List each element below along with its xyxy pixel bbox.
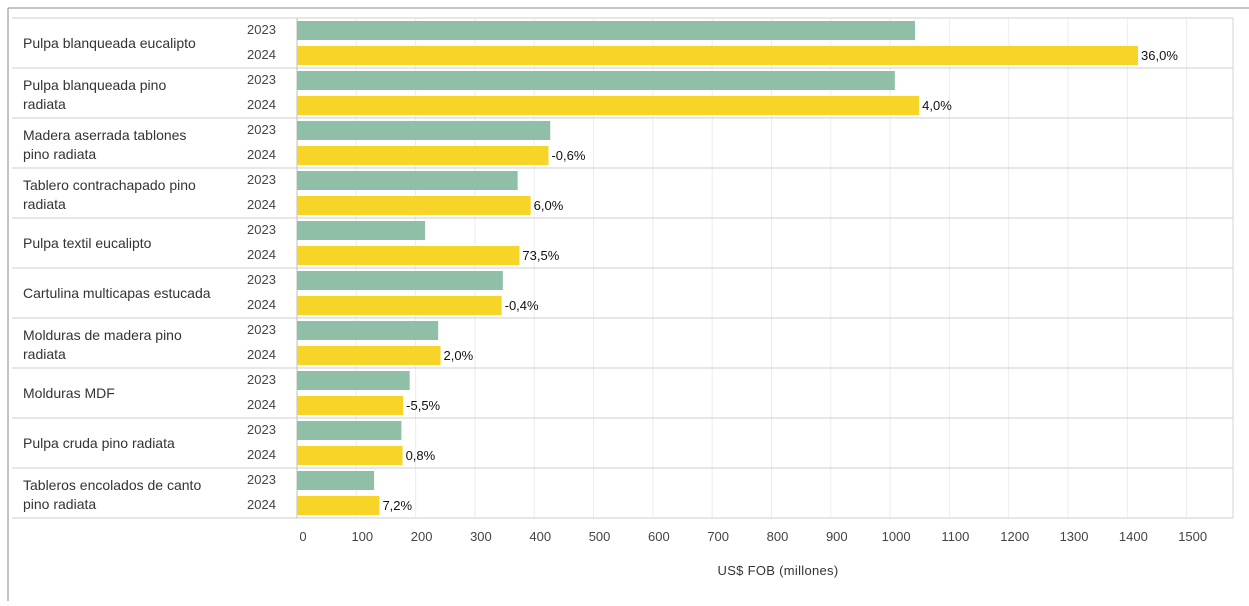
year-label-2023: 2023 <box>247 472 276 487</box>
year-label-2023: 2023 <box>247 322 276 337</box>
category-label: Tableros encolados de canto <box>23 477 201 493</box>
bar-2024 <box>297 196 531 215</box>
x-tick-label: 800 <box>767 529 789 544</box>
bar-2024 <box>297 46 1139 65</box>
year-label-2023: 2023 <box>247 22 276 37</box>
category-label: Pulpa cruda pino radiata <box>23 435 175 451</box>
bar-2023 <box>297 21 916 40</box>
year-label-2024: 2024 <box>247 497 276 512</box>
change-data-label: 0,8% <box>406 448 436 463</box>
bar-2023 <box>297 271 503 290</box>
year-label-2024: 2024 <box>247 247 276 262</box>
change-data-label: -5,5% <box>406 398 440 413</box>
category-label: radiata <box>23 346 66 362</box>
year-label-2024: 2024 <box>247 47 276 62</box>
year-label-2023: 2023 <box>247 222 276 237</box>
year-label-2023: 2023 <box>247 72 276 87</box>
year-label-2024: 2024 <box>247 297 276 312</box>
x-tick-label: 1100 <box>941 529 969 544</box>
change-data-label: -0,4% <box>505 298 539 313</box>
category-label: Molduras de madera pino <box>23 327 182 343</box>
bar-2024 <box>297 396 404 415</box>
year-label-2024: 2024 <box>247 447 276 462</box>
x-tick-label: 1400 <box>1119 529 1148 544</box>
bar-2023 <box>297 421 402 440</box>
change-data-label: 4,0% <box>922 98 952 113</box>
bar-2023 <box>297 321 439 340</box>
category-label: Pulpa blanqueada pino <box>23 77 166 93</box>
category-label: pino radiata <box>23 146 96 162</box>
bar-2024 <box>297 496 380 515</box>
x-tick-label: 200 <box>411 529 433 544</box>
year-label-2024: 2024 <box>247 197 276 212</box>
year-label-2023: 2023 <box>247 422 276 437</box>
x-tick-label: 700 <box>707 529 729 544</box>
category-label: Cartulina multicapas estucada <box>23 285 211 301</box>
bar-2023 <box>297 471 375 490</box>
bar-2024 <box>297 296 502 315</box>
x-tick-label: 300 <box>470 529 492 544</box>
year-label-2023: 2023 <box>247 122 276 137</box>
change-data-label: 2,0% <box>444 348 474 363</box>
category-label: Pulpa textil eucalipto <box>23 235 152 251</box>
year-label-2023: 2023 <box>247 272 276 287</box>
bar-2024 <box>297 346 441 365</box>
category-label: pino radiata <box>23 496 96 512</box>
x-tick-label: 900 <box>826 529 848 544</box>
year-label-2023: 2023 <box>247 172 276 187</box>
x-axis-title: US$ FOB (millones) <box>718 563 839 578</box>
bar-2024 <box>297 446 403 465</box>
year-label-2024: 2024 <box>247 347 276 362</box>
bar-2023 <box>297 121 551 140</box>
bar-2023 <box>297 71 895 90</box>
x-tick-label: 1200 <box>1000 529 1029 544</box>
x-tick-label: 0 <box>299 529 306 544</box>
category-label: radiata <box>23 96 66 112</box>
category-label: Molduras MDF <box>23 385 115 401</box>
change-data-label: 36,0% <box>1141 48 1178 63</box>
bar-2023 <box>297 221 426 240</box>
x-tick-label: 600 <box>648 529 670 544</box>
x-tick-label: 1000 <box>882 529 911 544</box>
x-tick-label: 500 <box>589 529 611 544</box>
category-label: radiata <box>23 196 66 212</box>
change-data-label: 7,2% <box>382 498 412 513</box>
x-tick-label: 1500 <box>1178 529 1207 544</box>
bar-2023 <box>297 171 518 190</box>
x-tick-label: 400 <box>529 529 551 544</box>
bar-2024 <box>297 96 920 115</box>
bar-2024 <box>297 246 520 265</box>
year-label-2024: 2024 <box>247 397 276 412</box>
category-label: Pulpa blanqueada eucalipto <box>23 35 196 51</box>
x-tick-label: 1300 <box>1060 529 1089 544</box>
bar-2023 <box>297 371 410 390</box>
year-label-2024: 2024 <box>247 97 276 112</box>
year-label-2024: 2024 <box>247 147 276 162</box>
bar-2024 <box>297 146 549 165</box>
category-label: Tablero contrachapado pino <box>23 177 196 193</box>
change-data-label: 73,5% <box>522 248 559 263</box>
category-label: Madera aserrada tablones <box>23 127 186 143</box>
year-label-2023: 2023 <box>247 372 276 387</box>
change-data-label: 6,0% <box>534 198 564 213</box>
x-tick-label: 100 <box>351 529 373 544</box>
change-data-label: -0,6% <box>551 148 585 163</box>
